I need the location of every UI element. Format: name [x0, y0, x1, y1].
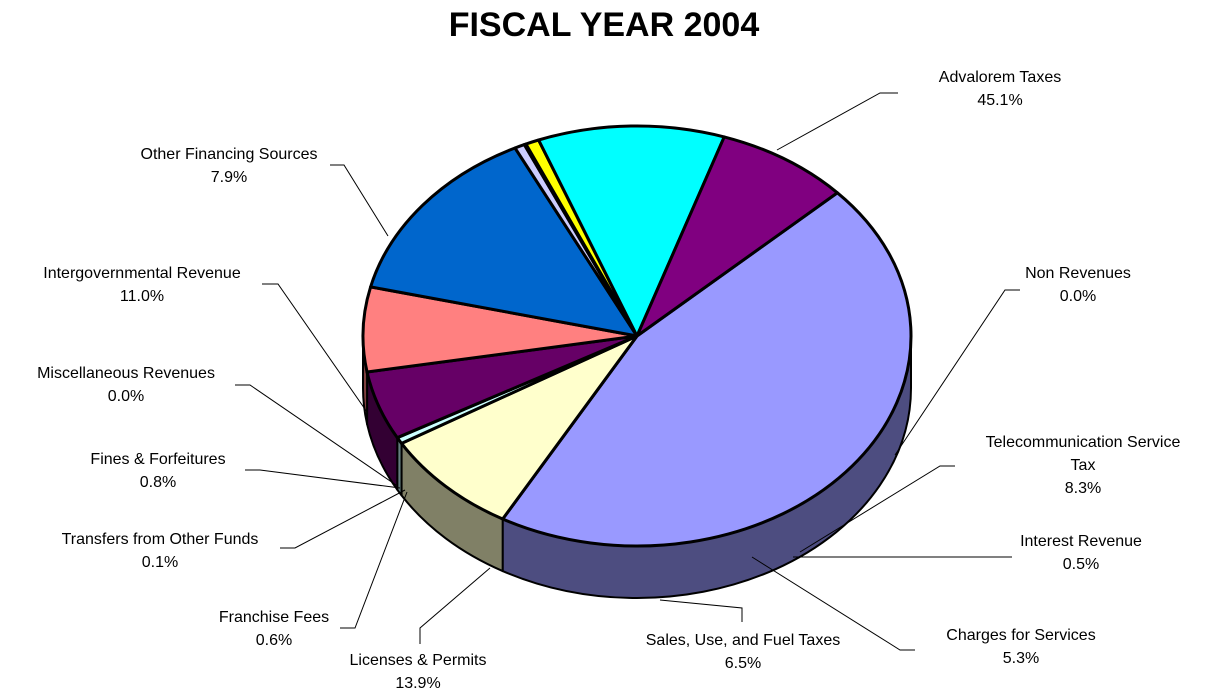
leader-line-telecommunication-service-tax	[799, 465, 955, 553]
slice-percent-transfers-from-other-funds: 0.1%	[142, 554, 178, 571]
slice-label-interest-revenue: Interest Revenue	[1020, 533, 1142, 550]
slice-label-licenses-permits: Licenses & Permits	[350, 652, 487, 669]
pie-slice-other-financing-sources	[635, 135, 839, 338]
slice-label-intergovernmental-revenue: Intergovernmental Revenue	[43, 265, 241, 282]
leader-line-sales-use-and-fuel-taxes	[659, 599, 743, 622]
leader-line-transfers-from-other-funds	[280, 489, 406, 549]
slice-label-charges-for-services: Charges for Services	[946, 627, 1095, 644]
slice-percent-franchise-fees: 0.6%	[256, 632, 292, 649]
chart-title: FISCAL YEAR 2004	[448, 6, 760, 44]
pie-slice-telecommunication-service-tax	[400, 334, 639, 521]
slice-percent-advalorem-taxes: 45.1%	[977, 92, 1022, 109]
slice-percent-charges-for-services: 5.3%	[1003, 650, 1039, 667]
slice-percent-fines-forfeitures: 0.8%	[140, 474, 176, 491]
leader-line-other-financing-sources	[330, 164, 389, 237]
leader-line-charges-for-services	[751, 556, 915, 651]
slice-label-miscellaneous-revenues: Miscellaneous Revenues	[37, 365, 215, 382]
pie-slice-licenses-permits	[369, 146, 639, 338]
pie-slice-intergovernmental-revenue	[537, 124, 726, 338]
slice-percent-licenses-permits: 13.9%	[395, 675, 440, 692]
slice-label-franchise-fees: Franchise Fees	[219, 609, 329, 626]
slice-percent-intergovernmental-revenue: 11.0%	[120, 288, 164, 305]
slice-percent-other-financing-sources: 7.9%	[211, 169, 247, 186]
pie-labels: Advalorem Taxes 45.1% Non Revenues 0.0% Tele…	[37, 69, 1180, 692]
slice-label-advalorem-taxes: Advalorem Taxes	[939, 69, 1061, 86]
leader-line-non-revenues	[894, 289, 1020, 456]
leader-line-fines-forfeitures	[245, 469, 401, 489]
pie-slice-sales-use-and-fuel-taxes	[361, 285, 639, 374]
leader-line-licenses-permits	[419, 567, 491, 644]
leader-line-miscellaneous-revenues	[235, 384, 397, 486]
slice-label-transfers-from-other-funds: Transfers from Other Funds	[62, 531, 259, 548]
slice-percent-interest-revenue: 0.5%	[1063, 556, 1099, 573]
slice-percent-telecommunication-service-tax: 8.3%	[1065, 480, 1101, 497]
pie-top	[361, 124, 913, 548]
slice-label-sales-use-and-fuel-taxes: Sales, Use, and Fuel Taxes	[646, 632, 840, 649]
slice-label-telecommunication-service-tax: Telecommunication Service	[986, 434, 1181, 451]
slice-label-telecommunication-service-tax: Tax	[1071, 457, 1096, 474]
slice-percent-non-revenues: 0.0%	[1060, 288, 1096, 305]
leader-line-advalorem-taxes	[776, 92, 898, 151]
leader-line-franchise-fees	[340, 491, 408, 629]
leader-line-intergovernmental-revenue	[262, 283, 368, 413]
pie-slice-advalorem-taxes	[501, 191, 913, 548]
slice-percent-sales-use-and-fuel-taxes: 6.5%	[725, 655, 761, 672]
slice-percent-miscellaneous-revenues: 0.0%	[108, 388, 144, 405]
slice-label-other-financing-sources: Other Financing Sources	[141, 146, 318, 163]
slice-label-fines-forfeitures: Fines & Forfeitures	[90, 451, 225, 468]
slice-label-non-revenues: Non Revenues	[1025, 265, 1131, 282]
